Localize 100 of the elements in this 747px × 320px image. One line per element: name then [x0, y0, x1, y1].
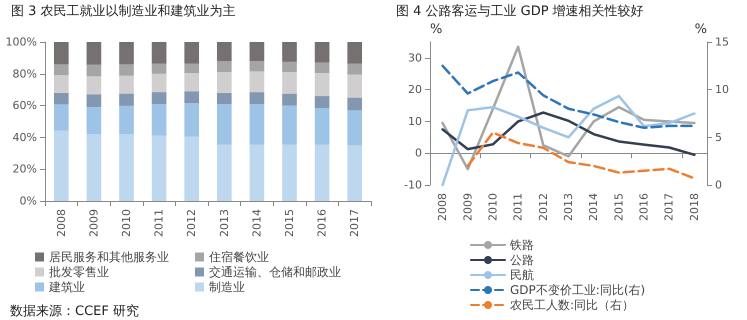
y-tick-label: 10: [408, 114, 422, 128]
bar: [216, 61, 232, 72]
bar: [314, 144, 330, 201]
bar: [216, 144, 232, 201]
chart-title: 图 3 农民工就业以制造业和建筑业为主: [11, 3, 236, 19]
x-tick-label: 2012: [536, 193, 550, 221]
legend-label: 制造业: [209, 280, 245, 294]
bar: [119, 106, 134, 134]
x-tick-label: 2013: [218, 209, 231, 237]
x-tick-label: 2017: [662, 193, 676, 221]
x-tick-label: 2018: [688, 193, 701, 221]
line-series: [441, 111, 696, 156]
bar: [152, 92, 166, 104]
legend-label: 农民工人数:同比（右）: [510, 298, 634, 312]
x-tick-label: 2011: [512, 193, 525, 221]
legend-label: 住宿餐饮业: [208, 250, 269, 264]
bar: [184, 103, 200, 137]
bar: [152, 136, 166, 201]
bar: [119, 64, 134, 76]
bar: [54, 92, 69, 104]
legend-label: 公路: [510, 253, 534, 267]
bar: [250, 61, 264, 72]
bar: [347, 98, 362, 110]
bar: [152, 74, 166, 92]
line-series: [441, 94, 696, 186]
y-tick-label: 0: [415, 146, 422, 160]
y2-axis-title: %: [694, 22, 707, 37]
bar: [314, 42, 330, 63]
line-series: [466, 131, 696, 180]
bar: [347, 74, 362, 98]
y-axis-title: %: [430, 22, 442, 37]
x-tick-label: 2012: [185, 209, 198, 237]
legend-label: 民航: [510, 268, 534, 282]
x-tick-label: 2016: [638, 193, 651, 221]
bar: [54, 42, 69, 64]
bar: [216, 72, 232, 93]
y-tick-label: 0%: [20, 194, 37, 208]
bar: [184, 136, 200, 201]
bar: [86, 107, 102, 134]
bar: [152, 104, 166, 136]
bar: [184, 91, 200, 104]
source-note: 数据来源：CCEF 研究: [10, 304, 139, 319]
bar: [250, 104, 264, 145]
bar: [347, 110, 362, 146]
y-tick-label: 20%: [12, 162, 37, 176]
bar: [119, 42, 134, 64]
bar: [119, 94, 134, 106]
bar: [250, 71, 264, 92]
x-tick-label: 2008: [436, 193, 450, 221]
bar: [282, 144, 297, 201]
x-tick-label: 2010: [120, 209, 133, 237]
y-tick-label: 80%: [12, 67, 37, 80]
x-tick-label: 2010: [486, 193, 500, 221]
bar: [216, 92, 232, 104]
bar: [86, 94, 102, 108]
bar: [282, 72, 297, 94]
bar: [250, 144, 264, 201]
bar: [86, 64, 102, 76]
y-tick-label: 60%: [12, 99, 37, 112]
bar: [347, 63, 362, 75]
x-tick-label: 2017: [348, 209, 362, 237]
y-tick-label: 30: [408, 51, 422, 64]
x-tick-label: 2016: [316, 209, 329, 237]
y2-tick-label: 15: [715, 36, 729, 48]
chart-title: 图 4 公路客运与工业 GDP 增速相关性较好: [396, 3, 644, 19]
bar: [216, 42, 232, 62]
bar: [184, 63, 200, 74]
bar: [119, 76, 134, 94]
legend-label: GDP不变价工业:同比(右): [510, 283, 646, 297]
y-tick-label: 40%: [12, 130, 37, 144]
bar: [314, 108, 330, 145]
y-tick-label: 100%: [6, 36, 37, 48]
bar: [86, 134, 102, 201]
y-tick-label: 20: [408, 83, 422, 96]
x-tick-label: 2015: [612, 193, 626, 221]
bar: [250, 92, 264, 104]
bar: [152, 63, 166, 74]
bar: [250, 42, 264, 62]
y-tick-label: -10: [404, 178, 422, 192]
bar: [347, 145, 362, 201]
bar: [152, 42, 166, 64]
x-tick-label: 2009: [461, 193, 474, 221]
legend-label: 批发零售业: [49, 265, 109, 279]
bar: [314, 73, 330, 96]
bar: [282, 106, 297, 145]
x-tick-label: 2014: [587, 193, 600, 221]
bar: [184, 42, 200, 64]
bar: [54, 104, 69, 131]
bar: [282, 94, 297, 106]
bar: [54, 75, 69, 93]
bar: [314, 62, 330, 74]
legend-label: 居民服务和其他服务业: [49, 250, 169, 264]
legend-label: 铁路: [509, 238, 534, 252]
bar: [282, 62, 297, 72]
y2-tick-label: 5: [715, 130, 722, 144]
legend-label: 交通运输、仓储和邮政业: [209, 265, 341, 279]
x-tick-label: 2013: [562, 193, 575, 221]
bar: [86, 76, 102, 94]
legend-label: 建筑业: [48, 280, 85, 294]
bar: [347, 42, 362, 64]
